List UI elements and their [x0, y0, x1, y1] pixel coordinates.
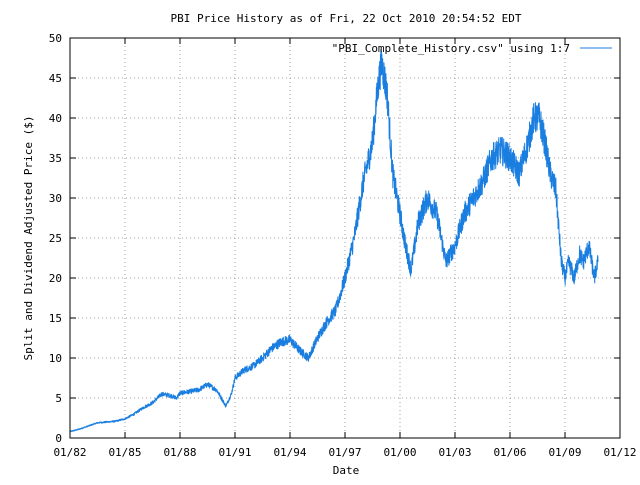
x-axis: 01/82 01/85 01/88 01/91 01/94 01/97 01/00 01/03…	[53, 38, 637, 459]
x-tick-label: 01/88	[163, 446, 196, 459]
y-tick-label: 40	[49, 112, 62, 125]
y-axis-label: Split and Dividend Adjusted Price ($)	[22, 115, 35, 360]
y-tick-label: 5	[55, 392, 62, 405]
y-tick-label: 25	[49, 232, 62, 245]
x-tick-label: 01/82	[53, 446, 86, 459]
y-tick-label: 50	[49, 32, 62, 45]
y-tick-label: 15	[49, 312, 62, 325]
x-tick-label: 01/00	[383, 446, 416, 459]
y-tick-label: 45	[49, 72, 62, 85]
legend: "PBI_Complete_History.csv" using 1:7	[332, 42, 612, 55]
series-layer	[69, 49, 599, 433]
x-tick-label: 01/85	[108, 446, 141, 459]
x-tick-label: 01/06	[493, 446, 526, 459]
y-tick-label: 30	[49, 192, 62, 205]
chart-title: PBI Price History as of Fri, 22 Oct 2010…	[171, 12, 522, 25]
x-tick-label: 01/03	[438, 446, 471, 459]
grid	[70, 38, 620, 438]
x-tick-label: 01/12	[603, 446, 636, 459]
x-tick-label: 01/97	[328, 446, 361, 459]
x-tick-label: 01/91	[218, 446, 251, 459]
series-line	[69, 49, 599, 433]
x-tick-label: 01/09	[548, 446, 581, 459]
legend-label: "PBI_Complete_History.csv" using 1:7	[332, 42, 570, 55]
y-tick-label: 10	[49, 352, 62, 365]
y-tick-label: 0	[55, 432, 62, 445]
y-tick-label: 35	[49, 152, 62, 165]
y-tick-label: 20	[49, 272, 62, 285]
y-axis: 0 5 10 15 20 25 30 35 40 45 50	[49, 32, 620, 445]
x-tick-label: 01/94	[273, 446, 306, 459]
x-axis-label: Date	[333, 464, 360, 477]
